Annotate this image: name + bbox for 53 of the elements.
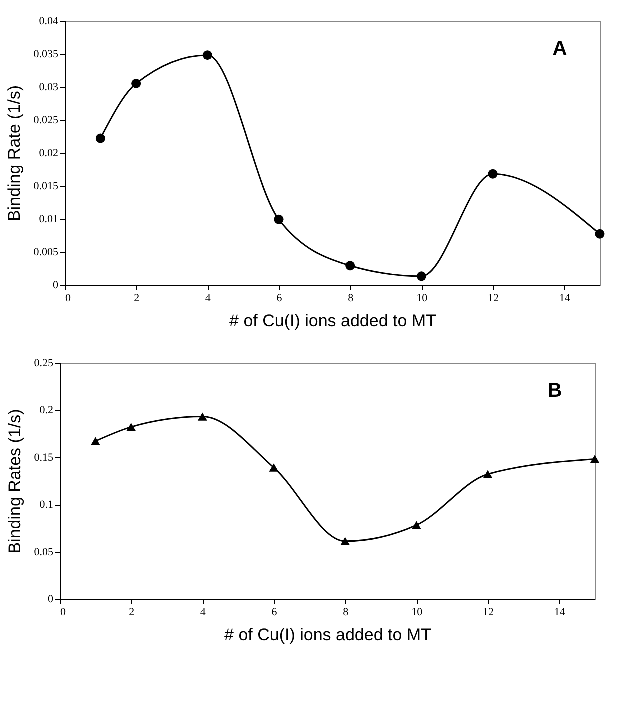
point xyxy=(132,78,142,88)
point xyxy=(483,470,493,478)
x-tick-label: 2 xyxy=(129,606,135,618)
x-tick-label: 8 xyxy=(348,292,354,304)
y-tick-label: 0.025 xyxy=(34,114,59,126)
point xyxy=(202,50,212,60)
x-tick-label: 12 xyxy=(488,292,499,304)
point xyxy=(346,261,356,271)
x-axis-title: # of Cu(I) ions added to MT xyxy=(230,312,436,330)
point xyxy=(412,521,422,530)
y-tick-label: 0 xyxy=(48,594,54,606)
x-tick-label: 10 xyxy=(412,606,424,618)
point xyxy=(96,134,106,144)
point xyxy=(340,537,350,546)
y-tick-label: 0.005 xyxy=(34,246,59,258)
y-tick-label: 0.01 xyxy=(39,214,58,226)
x-axis-title: # of Cu(I) ions added to MT xyxy=(224,626,432,644)
point xyxy=(590,455,600,464)
y-tick-label: 0.035 xyxy=(34,48,59,60)
x-tick-label: 0 xyxy=(66,292,72,304)
y-tick-label: 0.04 xyxy=(39,16,59,28)
annotation: B xyxy=(548,380,562,402)
point xyxy=(90,437,100,446)
x-tick-label: 2 xyxy=(134,292,140,304)
x-tick-label: 10 xyxy=(416,292,428,304)
x-tick-label: 14 xyxy=(559,292,571,304)
x-tick-label: 8 xyxy=(343,606,350,618)
y-axis-title: Binding Rates (1/s) xyxy=(5,409,24,554)
y-axis-title: Binding Rate (1/s) xyxy=(4,85,24,222)
point xyxy=(126,423,136,432)
point xyxy=(274,214,284,224)
x-tick-label: 4 xyxy=(205,292,212,304)
point xyxy=(269,464,279,472)
y-tick-label: 0 xyxy=(53,280,59,292)
y-tick-label: 0.03 xyxy=(39,82,59,94)
annotation: A xyxy=(552,38,568,60)
x-tick-label: 14 xyxy=(554,606,566,618)
point xyxy=(198,412,208,421)
x-tick-label: 6 xyxy=(272,606,278,618)
y-tick-label: 0.2 xyxy=(40,404,54,417)
y-tick-label: 0.02 xyxy=(39,148,58,160)
x-tick-label: 4 xyxy=(200,606,206,618)
y-tick-label: 0.015 xyxy=(34,180,59,192)
x-tick-label: 0 xyxy=(60,606,66,618)
point xyxy=(416,272,426,282)
point xyxy=(595,229,605,239)
x-tick-label: 6 xyxy=(276,292,283,304)
y-tick-label: 0.15 xyxy=(34,452,54,464)
y-tick-label: 0.25 xyxy=(34,358,54,370)
y-tick-label: 0.05 xyxy=(34,546,54,558)
point xyxy=(488,169,498,179)
x-tick-label: 12 xyxy=(483,606,494,618)
y-tick-label: 0.1 xyxy=(40,499,54,512)
